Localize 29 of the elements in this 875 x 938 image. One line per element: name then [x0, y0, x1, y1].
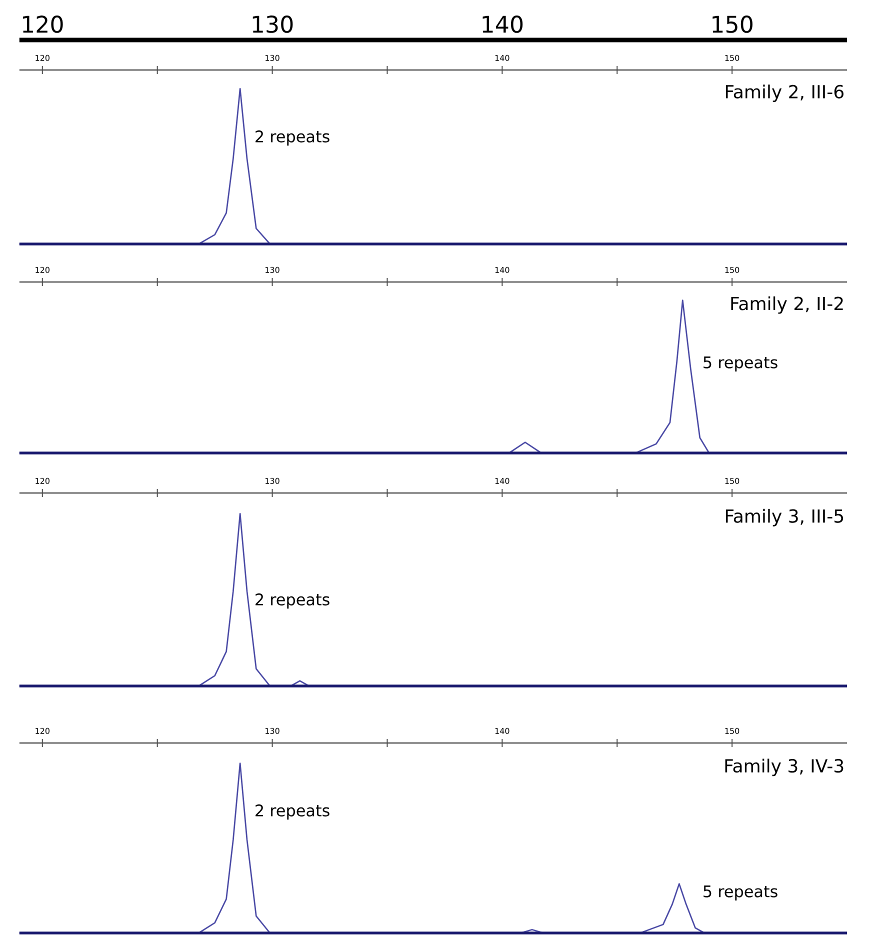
- x2-tick-label: 150: [712, 16, 752, 33]
- x-tick-label: 130: [266, 54, 280, 61]
- x-tick-label: 120: [36, 266, 50, 273]
- x-tick-label: 150: [725, 478, 740, 484]
- x-tick-label: 140: [495, 728, 510, 734]
- x-tick-label: 120: [36, 478, 50, 484]
- chart-title: Family 2, III-6: [726, 84, 844, 102]
- annotation: 2 repeats: [256, 804, 330, 820]
- x2-tick-label: 130: [252, 16, 293, 33]
- x2-tick-label: 120: [22, 16, 63, 33]
- x-tick-label: 150: [725, 54, 740, 61]
- x-tick-label: 150: [725, 728, 740, 734]
- x-tick-label: 130: [266, 478, 280, 484]
- x-tick-label: 150: [725, 266, 740, 273]
- x-tick-label: 120: [36, 54, 50, 61]
- chart-title: Family 2, II-2: [731, 296, 843, 314]
- annotation: 2 repeats: [256, 130, 330, 146]
- x-tick-label: 140: [495, 266, 510, 273]
- x-tick-label: 130: [266, 266, 280, 273]
- x-tick-label: 120: [36, 728, 50, 734]
- x-tick-label: 140: [495, 54, 510, 61]
- chart-title: Family 3, III-5: [726, 508, 844, 526]
- annotation: 5 repeats: [704, 356, 778, 372]
- annotation: 5 repeats: [704, 886, 778, 900]
- x-tick-label: 140: [495, 478, 510, 484]
- annotation: 2 repeats: [256, 593, 330, 609]
- x2-tick-label: 140: [482, 16, 523, 33]
- chart-title: Family 3, IV-3: [725, 758, 844, 776]
- x-tick-label: 130: [266, 728, 280, 734]
